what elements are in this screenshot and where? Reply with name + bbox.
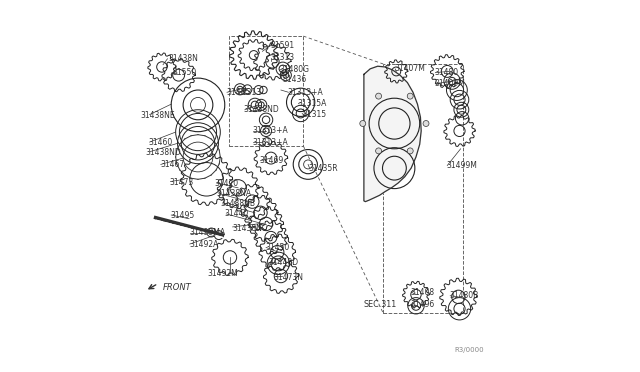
Text: 31492A: 31492A	[189, 240, 218, 249]
Text: 31460: 31460	[149, 138, 173, 147]
Text: 31435R: 31435R	[309, 164, 339, 173]
Text: FRONT: FRONT	[163, 283, 192, 292]
Text: 31407M: 31407M	[394, 64, 425, 73]
Circle shape	[423, 121, 429, 126]
Text: 31313: 31313	[237, 88, 262, 97]
Text: 31467: 31467	[160, 160, 184, 169]
Text: 31480: 31480	[435, 68, 459, 77]
Text: 31420: 31420	[214, 179, 238, 187]
Text: 31313+A: 31313+A	[252, 138, 288, 147]
Bar	[383, 64, 463, 313]
Text: 31473N: 31473N	[273, 273, 303, 282]
Text: 31450: 31450	[265, 243, 289, 252]
Text: 31438N: 31438N	[168, 54, 198, 63]
Text: 31408: 31408	[410, 288, 434, 296]
Text: 31438ND: 31438ND	[244, 105, 280, 114]
Text: 31313+A: 31313+A	[287, 88, 323, 97]
Text: 31436: 31436	[283, 76, 307, 84]
Text: 31473: 31473	[170, 178, 193, 187]
Text: 31499M: 31499M	[447, 161, 477, 170]
Text: 31475: 31475	[227, 88, 250, 97]
Text: 31315A: 31315A	[298, 99, 327, 108]
Text: 31496: 31496	[410, 300, 435, 309]
Text: 31438NA: 31438NA	[216, 189, 252, 198]
Text: 31440: 31440	[224, 209, 248, 218]
Text: 31313+A: 31313+A	[252, 126, 288, 135]
Text: 31591: 31591	[271, 41, 295, 50]
Circle shape	[360, 121, 365, 126]
Text: 31480B: 31480B	[449, 291, 479, 300]
Text: 31438NE: 31438NE	[141, 111, 175, 120]
Text: 31409M: 31409M	[435, 79, 465, 88]
Text: 31438NB: 31438NB	[220, 199, 255, 208]
Text: 31438ND: 31438ND	[145, 148, 181, 157]
Text: 31440D: 31440D	[268, 258, 298, 267]
Circle shape	[376, 148, 381, 154]
Text: 31492M: 31492M	[207, 269, 238, 278]
Text: R3/0000: R3/0000	[454, 347, 484, 353]
Text: 31315: 31315	[302, 110, 326, 119]
Text: 31313: 31313	[271, 53, 295, 62]
Circle shape	[376, 93, 381, 99]
Text: 31495: 31495	[170, 211, 195, 219]
Polygon shape	[364, 66, 421, 202]
Text: 31480G: 31480G	[279, 65, 309, 74]
Circle shape	[407, 93, 413, 99]
Text: 31438NC: 31438NC	[232, 224, 268, 232]
Bar	[229, 36, 303, 146]
Text: 31550: 31550	[172, 68, 196, 77]
Text: 31469: 31469	[260, 156, 284, 165]
Circle shape	[407, 148, 413, 154]
Text: SEC.311: SEC.311	[364, 300, 397, 309]
Text: 31499MA: 31499MA	[189, 228, 225, 237]
